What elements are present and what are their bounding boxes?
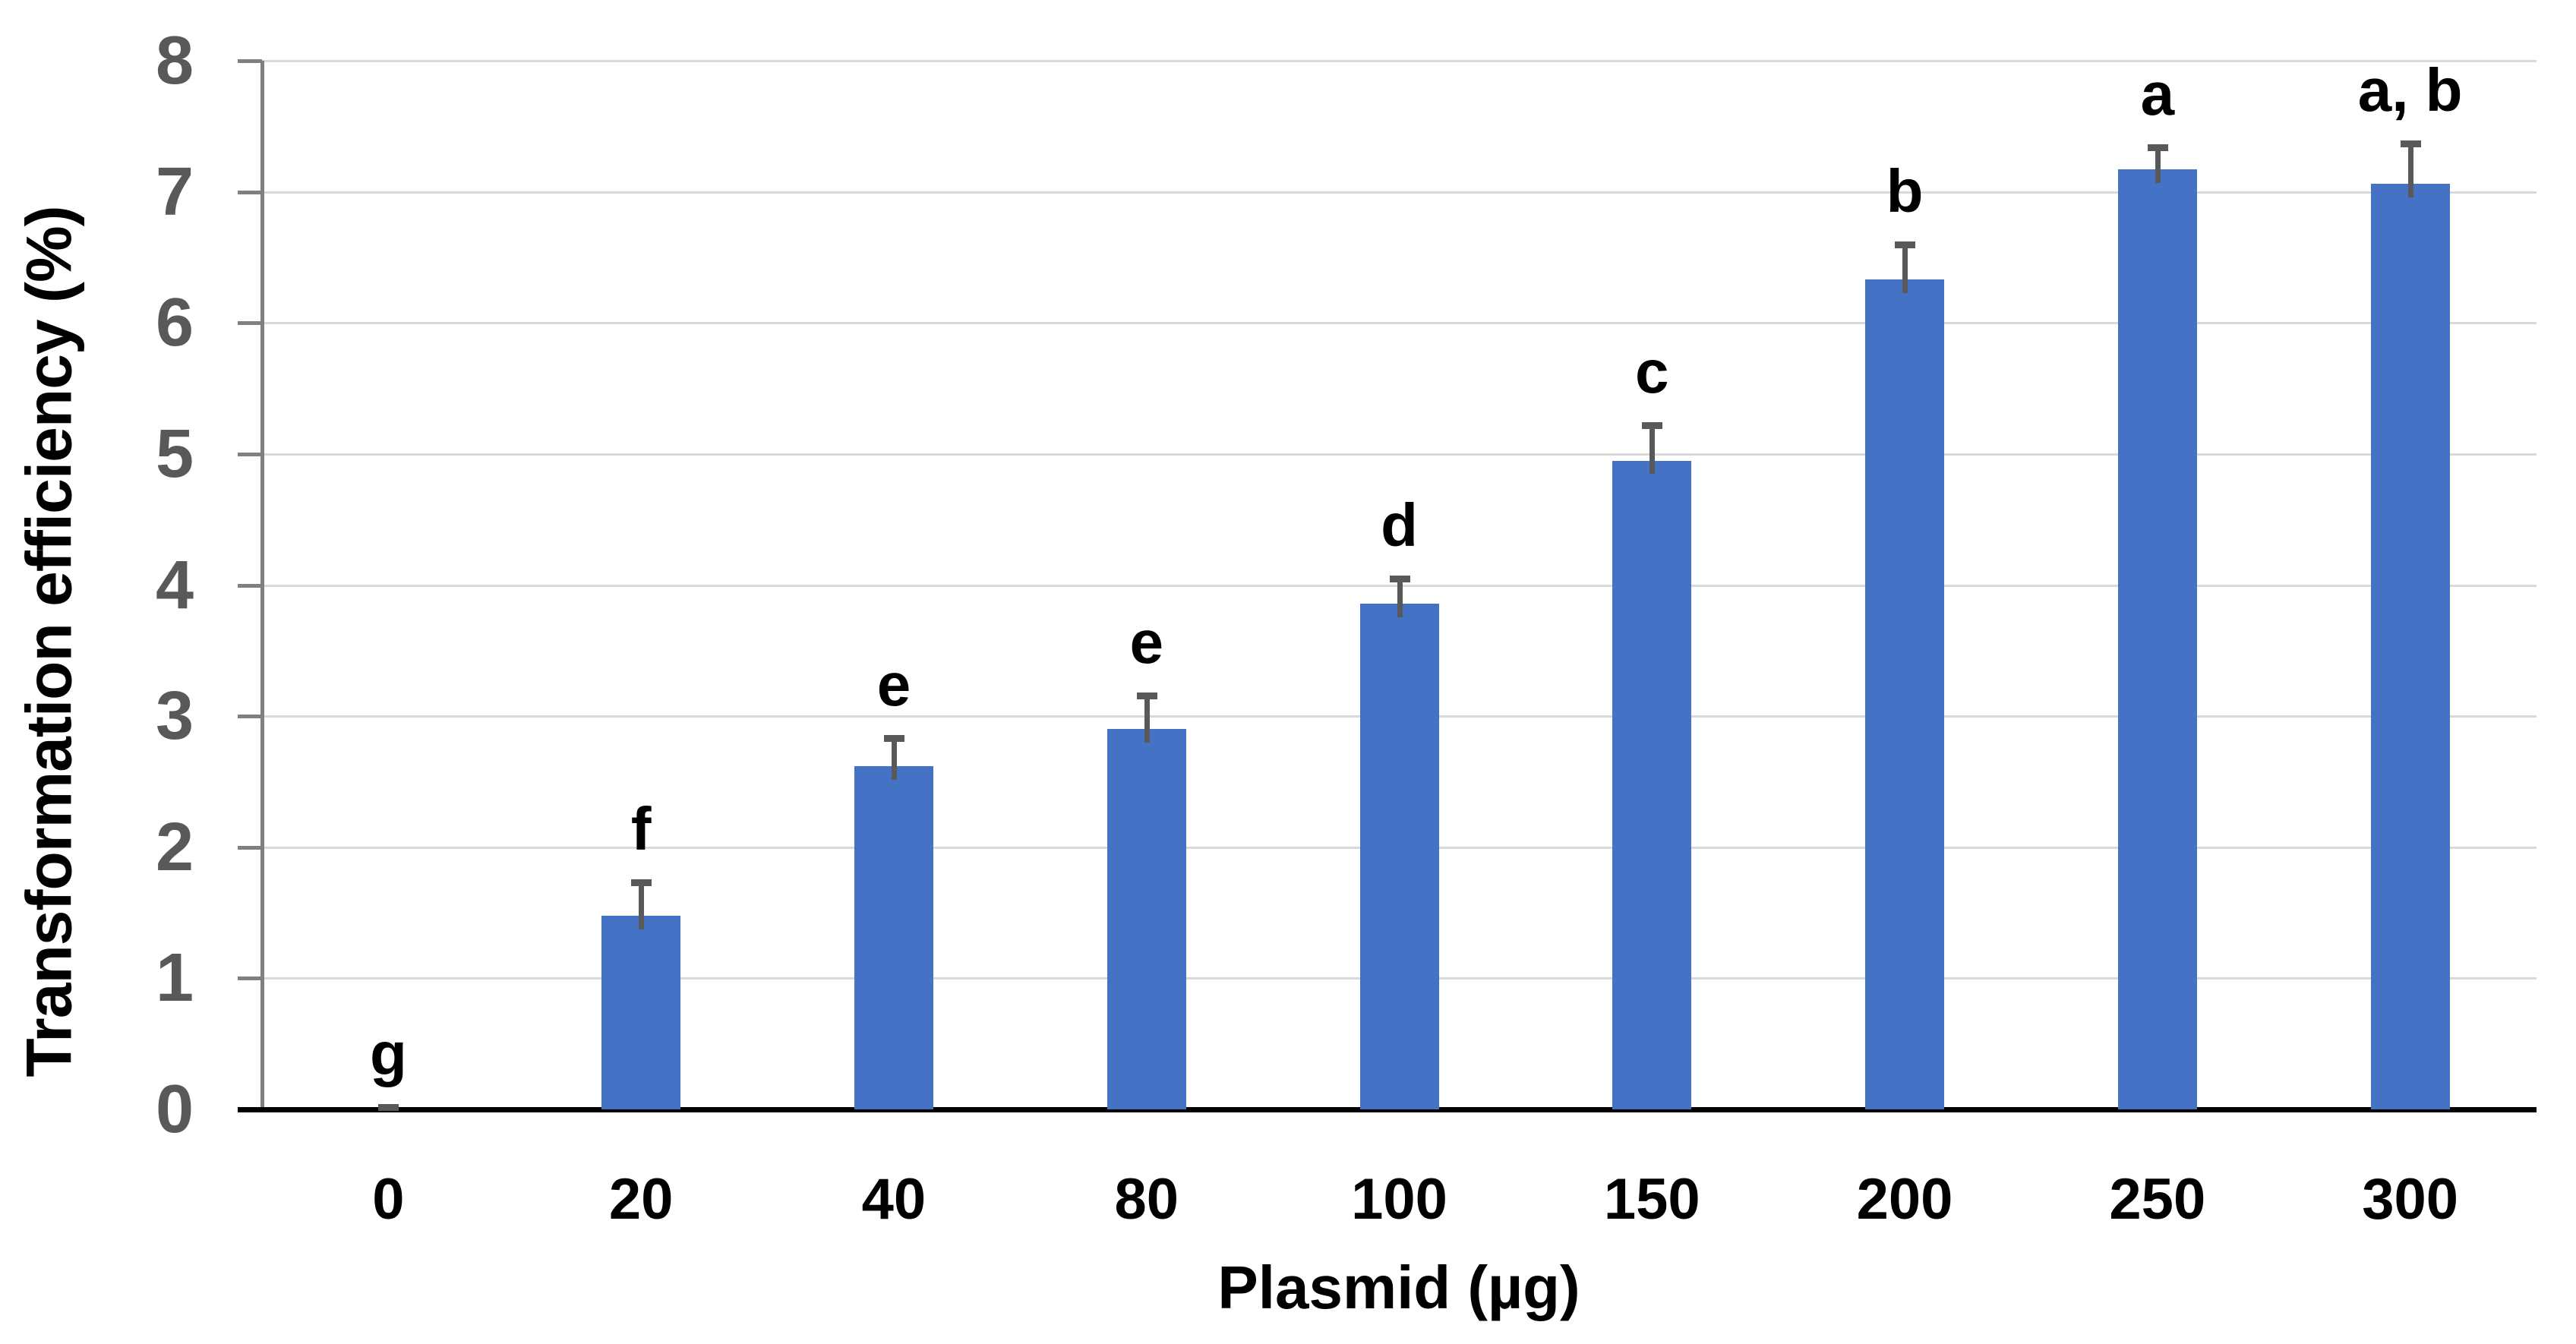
y-axis-line xyxy=(260,61,264,1109)
gridline xyxy=(262,453,2537,456)
y-axis-tick xyxy=(238,321,262,326)
y-axis-tick xyxy=(238,845,262,850)
bar-40 xyxy=(854,765,933,1109)
x-tick-label: 80 xyxy=(1114,1167,1179,1232)
y-tick-label: 3 xyxy=(155,678,194,755)
y-tick-label: 0 xyxy=(155,1071,194,1147)
significance-letter: g xyxy=(369,1019,407,1087)
x-tick-label: 250 xyxy=(2109,1167,2206,1232)
error-bar-line xyxy=(2407,143,2413,198)
y-tick-label: 1 xyxy=(155,940,194,1017)
y-axis-tick xyxy=(238,976,262,981)
y-tick-label: 7 xyxy=(155,153,194,230)
bar-300 xyxy=(2370,184,2450,1109)
error-bar-line xyxy=(1397,578,1403,617)
bar-20 xyxy=(601,915,681,1109)
y-axis-tick xyxy=(238,59,262,63)
error-bar-cap xyxy=(1642,421,1663,429)
error-bar-cap xyxy=(378,1103,399,1111)
gridline xyxy=(262,322,2537,325)
x-tick-label: 100 xyxy=(1351,1167,1447,1232)
error-bar-cap xyxy=(883,735,904,743)
bar-100 xyxy=(1359,603,1439,1109)
x-tick-label: 0 xyxy=(372,1167,405,1232)
y-axis-tick xyxy=(238,715,262,719)
error-bar-line xyxy=(891,738,897,780)
y-axis-tick xyxy=(238,583,262,588)
significance-letter: a, b xyxy=(2357,55,2463,124)
bar-150 xyxy=(1612,460,1692,1109)
significance-letter: e xyxy=(876,651,911,719)
bar-80 xyxy=(1106,729,1186,1109)
x-axis-line xyxy=(238,1107,2537,1112)
significance-letter: c xyxy=(1635,337,1669,405)
y-axis-tick xyxy=(238,452,262,456)
error-bar-cap xyxy=(1895,241,1916,248)
x-tick-label: 40 xyxy=(861,1167,927,1232)
error-bar-line xyxy=(1649,424,1656,475)
x-axis-title: Plasmid (µg) xyxy=(1217,1254,1580,1321)
x-tick-label: 200 xyxy=(1856,1167,1953,1232)
error-bar-cap xyxy=(1136,692,1157,699)
significance-letter: a xyxy=(2140,59,2175,128)
error-bar-line xyxy=(639,882,645,929)
gridline xyxy=(262,60,2537,62)
x-tick-label: 150 xyxy=(1603,1167,1700,1232)
y-tick-label: 2 xyxy=(155,809,194,885)
significance-letter: d xyxy=(1381,491,1418,559)
significance-letter: e xyxy=(1129,607,1163,676)
error-bar-cap xyxy=(1389,575,1410,582)
error-bar-line xyxy=(1902,244,1908,294)
significance-letter: b xyxy=(1886,156,1924,225)
x-tick-label: 20 xyxy=(608,1167,674,1232)
error-bar-line xyxy=(2155,147,2161,184)
y-tick-label: 6 xyxy=(155,285,194,361)
y-tick-label: 4 xyxy=(155,547,194,623)
error-bar-cap xyxy=(631,879,652,887)
y-axis-tick xyxy=(238,190,262,194)
y-tick-label: 8 xyxy=(155,23,194,99)
error-bar-cap xyxy=(2147,144,2168,151)
gridline xyxy=(262,191,2537,194)
significance-letter: f xyxy=(630,795,652,863)
y-tick-label: 5 xyxy=(155,415,194,492)
x-tick-label: 300 xyxy=(2362,1167,2458,1232)
bar-250 xyxy=(2117,169,2197,1109)
bar-200 xyxy=(1865,279,1945,1109)
error-bar-line xyxy=(1144,695,1150,743)
error-bar-cap xyxy=(2400,140,2421,147)
